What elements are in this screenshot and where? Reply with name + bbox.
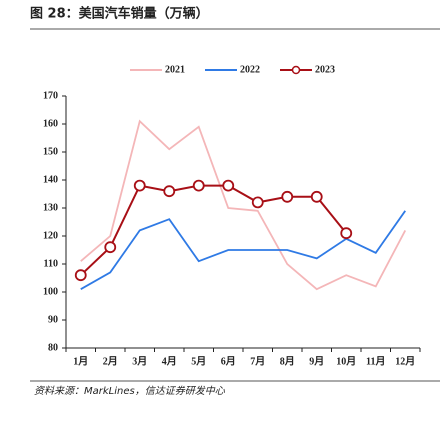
y-tick-label: 140 [43,174,58,185]
x-tick-label: 8月 [280,355,295,367]
series-marker [222,179,235,192]
x-tick-label: 6月 [221,355,236,367]
y-tick-label: 110 [44,258,58,269]
series-marker [310,190,323,203]
source-note: 资料来源：MarkLines，信达证券研发中心 [34,385,226,397]
series-marker [251,196,264,209]
chart-title: 图 28：美国汽车销量（万辆） [30,6,209,22]
series-marker [192,179,205,192]
y-tick-label: 120 [43,230,58,241]
x-tick-label: 9月 [309,355,324,367]
x-tick-label: 3月 [132,355,147,367]
y-tick-label: 170 [43,90,58,101]
x-tick-label: 11月 [366,355,385,367]
y-tick-label: 150 [43,146,58,157]
series-marker [281,190,294,203]
x-tick-label: 7月 [250,355,265,367]
series-line [80,210,406,290]
legend-label: 2023 [315,64,335,75]
x-tick-label: 2月 [103,355,118,367]
legend-label: 2022 [240,64,260,75]
series-marker [133,179,146,192]
x-tick-label: 5月 [191,355,206,367]
series-marker [163,185,176,198]
x-tick-label: 4月 [162,355,177,367]
x-tick-label: 12月 [395,355,415,367]
y-tick-label: 90 [48,314,58,325]
series-marker [104,241,117,254]
y-tick-label: 100 [43,286,58,297]
x-tick-label: 1月 [73,355,88,367]
legend-marker [291,65,301,75]
y-tick-label: 160 [43,118,58,129]
y-tick-label: 80 [48,342,58,353]
x-tick-label: 10月 [336,355,356,367]
y-tick-label: 130 [43,202,58,213]
legend-label: 2021 [165,64,185,75]
series-line [80,119,407,291]
series-marker [340,227,353,240]
series-line [80,184,348,276]
series-marker [74,269,87,282]
